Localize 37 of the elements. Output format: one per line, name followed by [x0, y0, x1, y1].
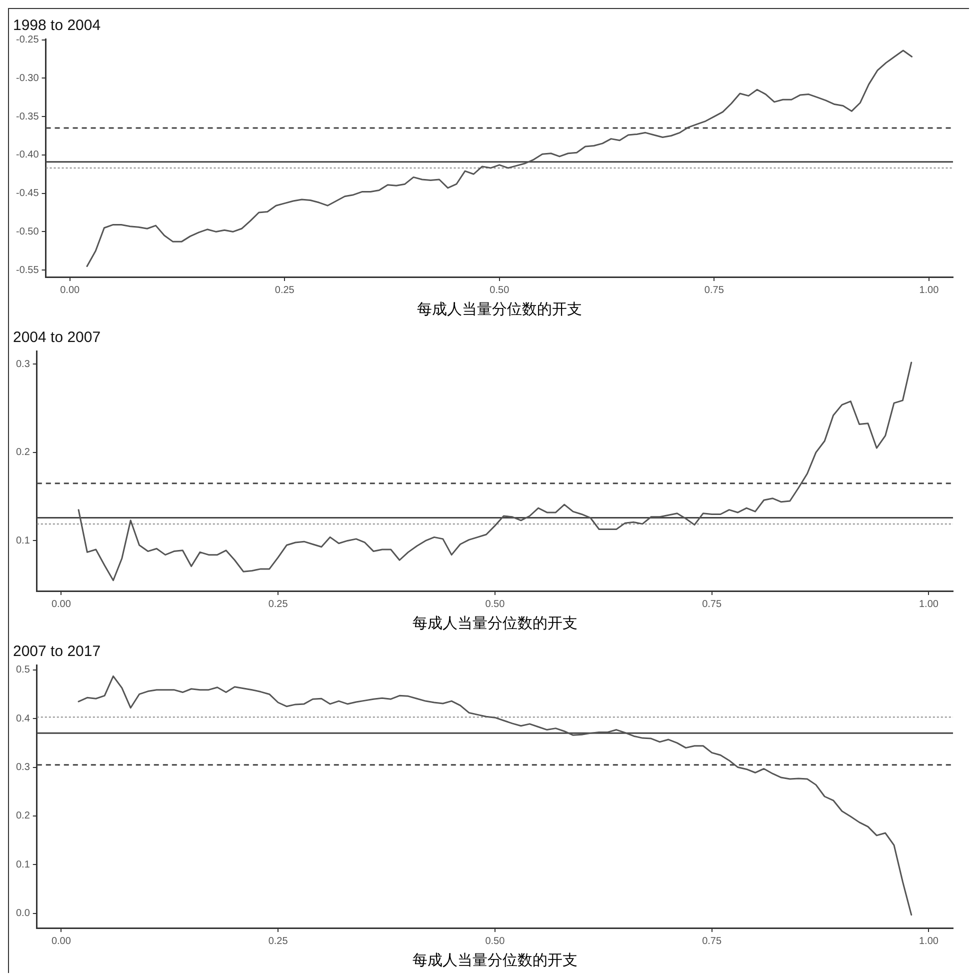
- y-tick-label: -0.45: [16, 188, 40, 200]
- y-tick-label: -0.35: [16, 111, 40, 122]
- x-tick-label: 0.00: [60, 284, 80, 296]
- x-tick-label: 1.00: [918, 936, 939, 947]
- y-tick-label: 0.1: [16, 859, 30, 870]
- chart-title: 1998 to 2004: [13, 17, 101, 34]
- x-tick-label: 0.75: [702, 936, 722, 947]
- y-tick-label: 0.2: [16, 447, 30, 458]
- y-tick-label: 0.3: [16, 358, 30, 370]
- y-tick-label: -0.25: [16, 34, 40, 46]
- x-tick-label: 1.00: [918, 598, 939, 610]
- x-tick-label: 0.25: [268, 936, 288, 947]
- x-tick-label: 0.00: [51, 598, 72, 610]
- y-tick-label: -0.30: [16, 72, 40, 84]
- y-tick-label: 0.4: [16, 713, 30, 724]
- y-tick-label: 0.1: [16, 535, 30, 546]
- x-tick-label: 0.00: [51, 936, 72, 947]
- y-tick-label: 0.2: [16, 810, 30, 822]
- x-tick-label: 0.50: [485, 936, 506, 947]
- y-tick-label: -0.40: [16, 150, 40, 161]
- y-tick-label: 0.0: [16, 908, 30, 920]
- x-tick-label: 1.00: [919, 284, 940, 296]
- x-axis-title: 每成人当量分位数的开支: [412, 952, 578, 969]
- x-tick-label: 0.50: [490, 284, 510, 296]
- x-axis-title: 每成人当量分位数的开支: [416, 300, 582, 318]
- chart-title: 2004 to 2007: [13, 329, 101, 346]
- x-tick-label: 0.75: [702, 598, 722, 610]
- y-tick-label: 0.3: [16, 762, 30, 774]
- y-tick-label: -0.50: [16, 226, 40, 238]
- x-tick-label: 0.25: [268, 598, 288, 610]
- x-tick-label: 0.75: [704, 284, 724, 296]
- x-tick-label: 0.25: [274, 284, 295, 296]
- y-tick-label: -0.55: [16, 264, 40, 276]
- x-axis-title: 每成人当量分位数的开支: [412, 614, 578, 632]
- x-tick-label: 0.50: [485, 598, 506, 610]
- y-tick-label: 0.5: [16, 664, 30, 676]
- chart-title: 2007 to 2017: [13, 643, 101, 660]
